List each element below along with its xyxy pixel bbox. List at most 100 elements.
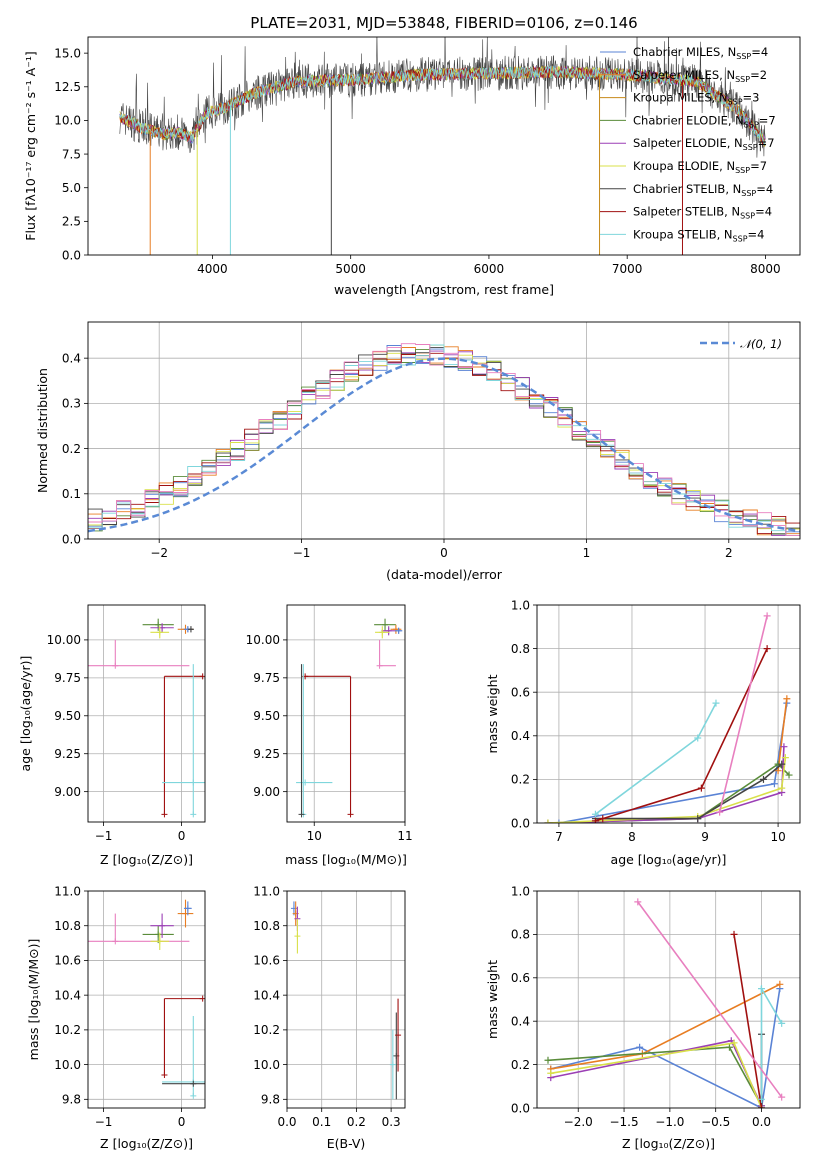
- axes-frame: [286, 604, 406, 823]
- data-point-marker: [778, 1019, 786, 1027]
- y-tick-label: 0.2: [62, 442, 81, 456]
- data-point-marker: [778, 1093, 786, 1101]
- y-axis-label: mass weight: [485, 674, 500, 753]
- y-tick-label: 1.0: [511, 884, 530, 898]
- plot-area: [88, 605, 205, 822]
- data-point-marker: [298, 811, 305, 818]
- y-tick-label: 9.00: [253, 785, 280, 799]
- legend-label: Chabrier STELIB, N: [633, 182, 741, 196]
- axes-frame: [87, 36, 801, 256]
- data-point-marker: [190, 1092, 197, 1099]
- weight-line: [547, 746, 785, 823]
- legend-label: Salpeter MILES, N: [633, 68, 735, 82]
- plot-area: [88, 322, 800, 539]
- legend-label: Kroupa MILES, N: [633, 91, 728, 105]
- x-tick-label: 2: [725, 546, 733, 560]
- data-point-marker: [112, 938, 119, 945]
- legend-subscript: SSP: [735, 75, 750, 84]
- data-point-marker: [758, 1104, 766, 1108]
- data-point-marker: [347, 811, 354, 818]
- data-point-marker: [155, 621, 162, 628]
- x-tick-label: 0.1: [312, 1115, 331, 1129]
- weight-line: [637, 901, 783, 1098]
- y-tick-label: 0.0: [62, 248, 81, 262]
- data-point-marker: [774, 767, 782, 775]
- plot-area: [537, 605, 800, 823]
- y-tick-label: 0.6: [511, 686, 530, 700]
- y-tick-label: 10.0: [54, 114, 81, 128]
- chart-title: PLATE=2031, MJD=53848, FIBERID=0106, z=0…: [250, 14, 637, 32]
- x-tick-label: 10: [770, 830, 785, 844]
- y-axis-label: mass weight: [485, 960, 500, 1039]
- weight-line: [550, 988, 781, 1108]
- legend-subscript: SSP: [736, 52, 751, 61]
- plot-area: [287, 605, 405, 822]
- x-axis-label: age [log₁₀(age/yr)]: [611, 852, 727, 867]
- data-point-marker: [389, 1061, 396, 1068]
- x-tick-label: 0.0: [752, 1115, 771, 1129]
- x-tick-label: 5000: [335, 262, 366, 276]
- y-tick-label: 11.0: [54, 884, 81, 898]
- data-point-marker: [547, 1069, 555, 1077]
- data-point-marker: [785, 771, 793, 779]
- legend-entry: Chabrier STELIB, NSSP=4: [633, 182, 773, 198]
- y-tick-label: 9.8: [261, 1093, 280, 1107]
- data-point-marker: [112, 662, 119, 669]
- data-point-marker: [758, 1095, 766, 1103]
- legend-label: Kroupa ELODIE, N: [633, 159, 735, 173]
- legend-label: Salpeter STELIB, N: [633, 205, 740, 219]
- data-point-marker: [156, 938, 163, 945]
- data-point-marker: [763, 612, 771, 620]
- y-axis-label: mass [log₁₀(M/M⊙)]: [26, 939, 41, 1061]
- legend-subscript: SSP: [740, 212, 755, 221]
- y-tick-label: 7.5: [62, 147, 81, 161]
- data-point-marker: [376, 662, 383, 669]
- x-tick-label: 8000: [750, 262, 781, 276]
- plot-area: [88, 891, 205, 1108]
- x-tick-label: −1: [293, 546, 311, 560]
- legend-entry: Salpeter STELIB, NSSP=4: [633, 205, 772, 221]
- data-point-marker: [694, 815, 702, 823]
- data-point-marker: [190, 1080, 197, 1087]
- y-axis-label: Normed distribution: [35, 368, 50, 493]
- x-tick-label: −2: [150, 546, 168, 560]
- legend-entry: 𝒩(0, 1): [740, 337, 782, 351]
- legend-subscript: SSP: [728, 98, 743, 107]
- data-point-marker: [555, 819, 563, 823]
- data-point-marker: [783, 695, 791, 703]
- y-tick-label: 10.2: [54, 1023, 81, 1037]
- x-axis-label: E(B-V): [327, 1136, 366, 1151]
- x-tick-label: 7000: [612, 262, 643, 276]
- y-tick-label: 9.50: [54, 709, 81, 723]
- y-tick-label: 10.0: [54, 1058, 81, 1072]
- y-tick-label: 12.5: [54, 80, 81, 94]
- data-point-marker: [161, 1072, 168, 1079]
- data-point-marker: [392, 626, 399, 633]
- data-point-marker: [395, 1032, 402, 1039]
- y-tick-label: 9.50: [253, 709, 280, 723]
- axes-weight-vs-Z: −2.0 −1.5 −1.0 −0.5 0.0 0.0 0.2 0.4 0.6 0.8 1.0: [511, 884, 801, 1129]
- y-tick-label: 9.25: [253, 747, 280, 761]
- plot-area: [119, 37, 766, 255]
- y-tick-label: 0.3: [62, 397, 81, 411]
- y-tick-label: 10.0: [253, 1058, 280, 1072]
- weight-line: [595, 648, 768, 822]
- data-point-marker: [716, 808, 724, 816]
- x-tick-label: −1.0: [655, 1115, 684, 1129]
- axes-weight-vs-age: 7 8 9 10 0.0 0.2 0.4 0.6 0.8 1.0: [511, 598, 801, 844]
- data-point-marker: [184, 905, 191, 912]
- x-tick-label: 9: [701, 830, 709, 844]
- legend-subscript: SSP: [735, 166, 750, 175]
- y-axis-label: Flux [fλ10⁻¹⁷ erg cm⁻² s⁻¹ A⁻¹]: [23, 51, 38, 240]
- plot-area: [537, 891, 800, 1108]
- legend-label: Salpeter ELODIE, N: [633, 136, 743, 150]
- x-tick-label: −2.0: [564, 1115, 593, 1129]
- data-point-marker: [159, 922, 166, 929]
- y-tick-label: 0.0: [511, 1101, 530, 1115]
- data-point-marker: [591, 810, 599, 818]
- data-point-marker: [759, 775, 767, 783]
- axes-frame: [87, 890, 206, 1109]
- legend-count: =7: [759, 113, 776, 127]
- data-point-marker: [697, 784, 705, 792]
